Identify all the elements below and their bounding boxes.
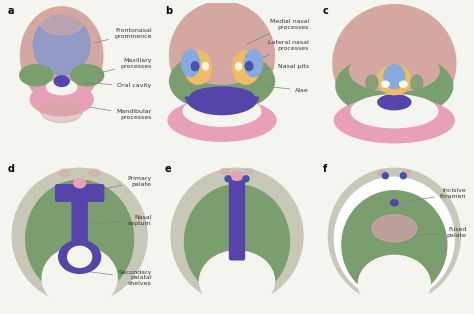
Text: c: c — [322, 6, 328, 16]
Ellipse shape — [236, 62, 241, 70]
FancyBboxPatch shape — [55, 185, 104, 201]
Ellipse shape — [351, 95, 438, 128]
Ellipse shape — [33, 15, 90, 75]
Ellipse shape — [41, 100, 82, 122]
Ellipse shape — [334, 177, 454, 300]
Ellipse shape — [200, 251, 274, 311]
Text: Secondary
palatal
shelves: Secondary palatal shelves — [71, 269, 152, 286]
Ellipse shape — [372, 215, 417, 242]
Text: Lateral nasal
processes: Lateral nasal processes — [255, 40, 309, 62]
Ellipse shape — [243, 176, 249, 182]
Ellipse shape — [47, 80, 77, 95]
Ellipse shape — [170, 51, 274, 111]
Text: Alae: Alae — [262, 86, 309, 93]
FancyBboxPatch shape — [229, 179, 245, 260]
Text: Fused
palate: Fused palate — [403, 227, 466, 238]
Ellipse shape — [349, 50, 439, 92]
Text: b: b — [165, 6, 172, 16]
Text: Frontonasal
prominence: Frontonasal prominence — [94, 28, 152, 43]
Ellipse shape — [20, 65, 53, 86]
Ellipse shape — [54, 76, 69, 86]
Ellipse shape — [20, 7, 103, 105]
Ellipse shape — [170, 2, 274, 110]
Text: Primary
palate: Primary palate — [90, 176, 152, 192]
Ellipse shape — [358, 255, 430, 312]
Ellipse shape — [245, 62, 253, 71]
Text: f: f — [322, 164, 327, 174]
Ellipse shape — [59, 169, 70, 176]
Text: a: a — [8, 6, 14, 16]
Ellipse shape — [59, 240, 100, 273]
Text: Oral cavity: Oral cavity — [85, 83, 152, 88]
Ellipse shape — [42, 246, 117, 309]
Ellipse shape — [184, 185, 290, 299]
Ellipse shape — [191, 87, 254, 105]
Ellipse shape — [384, 65, 405, 89]
Ellipse shape — [382, 81, 389, 87]
Text: Nasal
septum: Nasal septum — [91, 215, 152, 226]
Ellipse shape — [182, 50, 200, 77]
Ellipse shape — [168, 99, 276, 141]
Ellipse shape — [184, 42, 259, 84]
Text: Incisive
foramen: Incisive foramen — [403, 188, 466, 202]
Ellipse shape — [378, 65, 411, 95]
Ellipse shape — [12, 168, 147, 303]
Ellipse shape — [39, 8, 84, 35]
Ellipse shape — [191, 62, 199, 71]
Ellipse shape — [401, 173, 406, 179]
Ellipse shape — [233, 51, 259, 84]
Ellipse shape — [378, 95, 411, 110]
Ellipse shape — [334, 98, 454, 143]
Ellipse shape — [402, 170, 411, 176]
Ellipse shape — [245, 168, 254, 174]
Ellipse shape — [366, 75, 378, 90]
Text: Medial nasal
processes: Medial nasal processes — [247, 19, 309, 44]
Ellipse shape — [171, 168, 303, 303]
Ellipse shape — [342, 191, 447, 299]
Ellipse shape — [328, 168, 460, 303]
Ellipse shape — [378, 170, 387, 176]
Ellipse shape — [336, 54, 453, 117]
Ellipse shape — [202, 62, 209, 70]
FancyBboxPatch shape — [72, 189, 87, 255]
Ellipse shape — [30, 83, 93, 116]
Text: d: d — [8, 164, 15, 174]
Polygon shape — [62, 179, 98, 198]
Ellipse shape — [245, 50, 263, 77]
Ellipse shape — [333, 5, 456, 122]
Text: Mandibular
processes: Mandibular processes — [90, 107, 152, 120]
Ellipse shape — [383, 173, 388, 179]
Ellipse shape — [230, 171, 244, 180]
Ellipse shape — [26, 180, 134, 297]
Ellipse shape — [73, 179, 86, 188]
Ellipse shape — [71, 65, 104, 86]
Ellipse shape — [225, 176, 231, 182]
Ellipse shape — [68, 246, 91, 267]
Text: e: e — [165, 164, 172, 174]
Ellipse shape — [391, 200, 398, 206]
Text: Maxillary
processes: Maxillary processes — [100, 58, 152, 73]
Ellipse shape — [90, 169, 100, 176]
Ellipse shape — [400, 81, 407, 87]
Ellipse shape — [220, 168, 229, 174]
Ellipse shape — [411, 75, 423, 90]
Ellipse shape — [183, 96, 261, 126]
Ellipse shape — [184, 51, 211, 84]
Text: Nasal pits: Nasal pits — [258, 64, 309, 70]
